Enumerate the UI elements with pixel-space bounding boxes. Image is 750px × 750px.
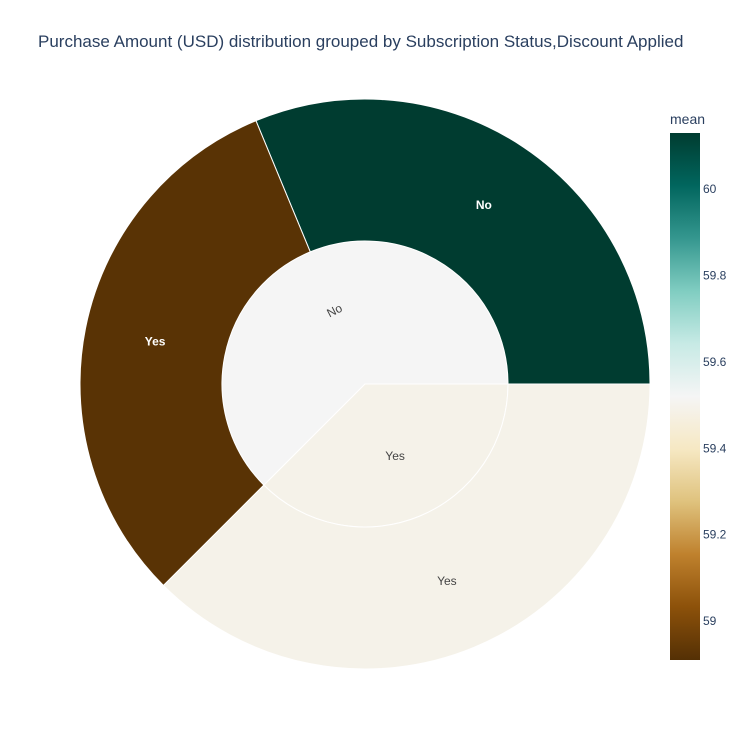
colorbar-tick-label: 59 [703, 614, 717, 628]
sector-label-no-no: No [476, 198, 492, 212]
chart-title: Purchase Amount (USD) distribution group… [38, 32, 684, 51]
sector-yes-yes[interactable] [162, 383, 651, 670]
colorbar-ticks: 59 59.2 59.4 59.6 59.8 60 [703, 182, 727, 628]
sunburst-sectors [79, 98, 651, 670]
colorbar-title: mean [670, 111, 705, 127]
colorbar: mean 59 59.2 59.4 59.6 59.8 60 [670, 111, 727, 660]
sector-no-no[interactable] [255, 98, 651, 385]
colorbar-tick-label: 60 [703, 182, 717, 196]
sector-label-no-yes: Yes [145, 334, 166, 348]
sector-label-yes: Yes [385, 449, 405, 463]
colorbar-tick-label: 59.4 [703, 441, 727, 455]
colorbar-tick-label: 59.8 [703, 269, 727, 283]
sunburst-labels: No No Yes Yes Yes [145, 198, 492, 588]
colorbar-tick-label: 59.6 [703, 355, 727, 369]
colorbar-gradient [670, 133, 700, 660]
colorbar-tick-label: 59.2 [703, 528, 727, 542]
sector-label-yes-yes: Yes [437, 574, 457, 588]
sector-label-no: No [325, 301, 345, 321]
sector-no-yes[interactable] [79, 120, 311, 587]
